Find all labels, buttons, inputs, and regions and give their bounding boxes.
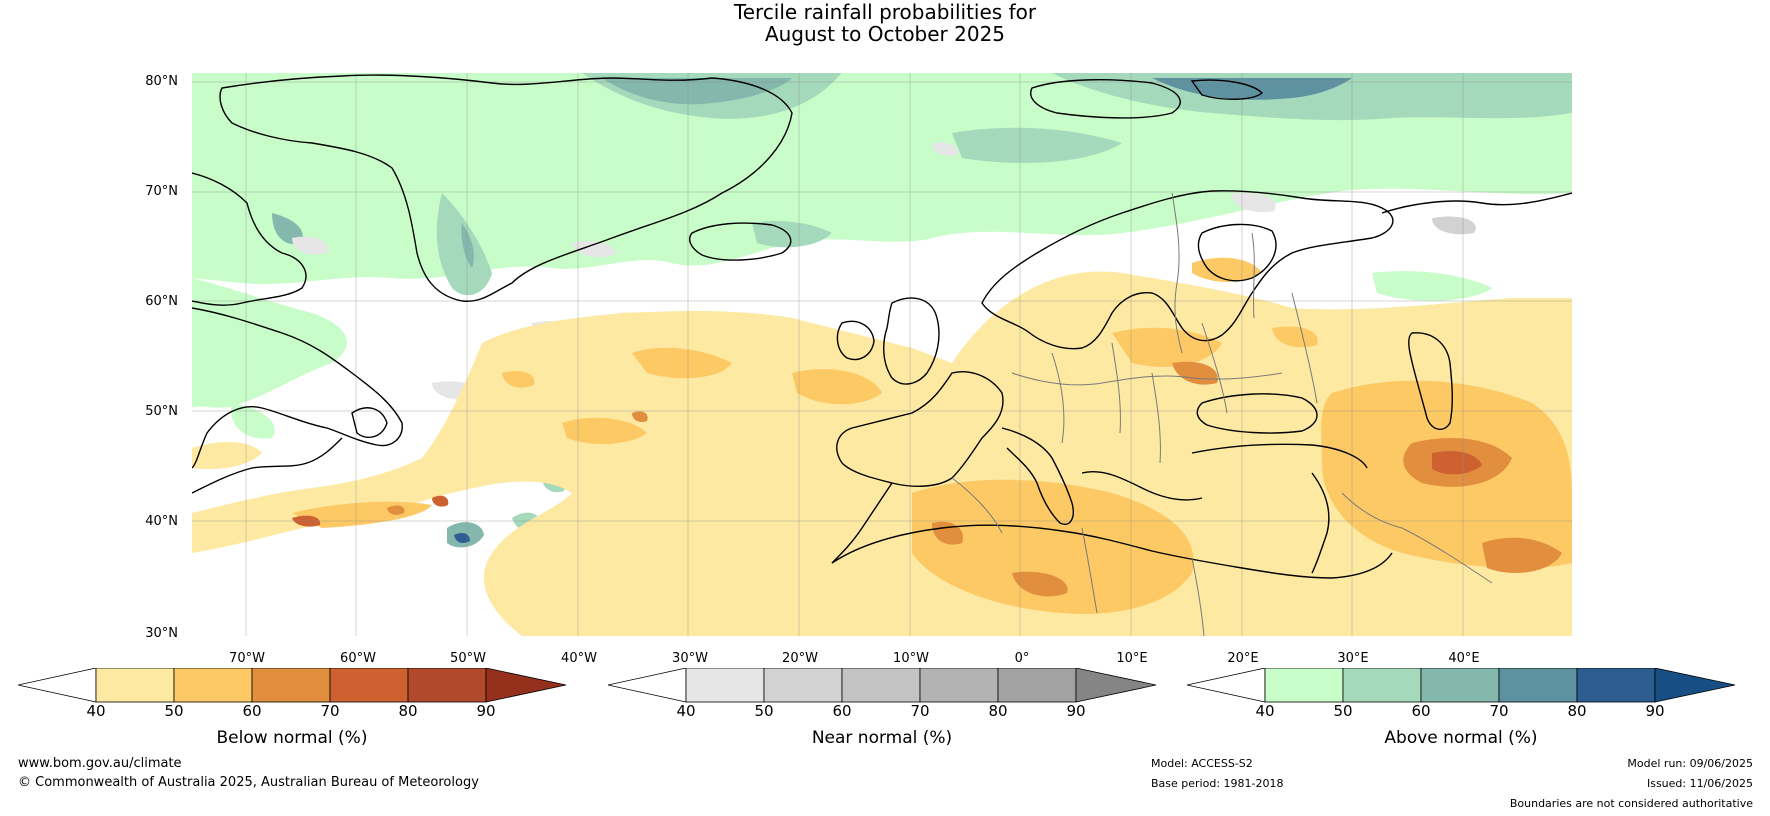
cbar-above-tick-50: 50 (1333, 702, 1353, 720)
cbar-below-title: Below normal (%) (216, 728, 368, 748)
cbar-below-seg-4 (329, 668, 409, 703)
cbar-above-tick-80: 80 (1567, 702, 1587, 720)
cbar-near-seg-1 (685, 668, 765, 703)
lat-label-50n: 50°N (145, 404, 178, 419)
lat-label-60n: 60°N (145, 294, 178, 309)
lon-label-20w: 20°W (782, 651, 818, 666)
lat-label-30n: 30°N (145, 626, 178, 641)
cbar-below-seg-6 (485, 668, 567, 703)
cbar-near-seg-5 (997, 668, 1077, 703)
cbar-near-seg-6 (1075, 668, 1157, 703)
rainfall-probability-map (192, 73, 1572, 636)
cbar-near-seg-3 (841, 668, 921, 703)
map-title-line2: August to October 2025 (764, 22, 1006, 46)
cbar-near-tick-50: 50 (754, 702, 774, 720)
lon-label-10e: 10°E (1116, 651, 1148, 666)
lon-label-0: 0° (1014, 651, 1030, 666)
cbar-below-tick-60: 60 (242, 702, 262, 720)
colorbar-above-normal (1187, 668, 1736, 703)
cbar-above-seg-3 (1420, 668, 1500, 703)
cbar-above-seg-6 (1654, 668, 1736, 703)
lon-label-40e: 40°E (1448, 651, 1480, 666)
map-title-line1: Tercile rainfall probabilities for (733, 0, 1037, 24)
cbar-below-seg-2 (173, 668, 253, 703)
cbar-near-tick-70: 70 (910, 702, 930, 720)
footer-model-run: Model run: 09/06/2025 (1627, 757, 1753, 770)
lon-label-10w: 10°W (893, 651, 929, 666)
cbar-near-title: Near normal (%) (811, 728, 953, 748)
cbar-below-tick-90: 90 (476, 702, 496, 720)
cbar-above-tick-60: 60 (1411, 702, 1431, 720)
cbar-near-seg-2 (763, 668, 843, 703)
cbar-below-seg-3 (251, 668, 331, 703)
cbar-above-title: Above normal (%) (1384, 728, 1538, 748)
cbar-near-tick-40: 40 (676, 702, 696, 720)
cbar-near-seg-0 (608, 668, 687, 703)
cbar-above-tick-70: 70 (1489, 702, 1509, 720)
cbar-below-tick-80: 80 (398, 702, 418, 720)
below-normal-regions (192, 257, 1572, 636)
footer-model: Model: ACCESS-S2 (1151, 757, 1253, 770)
cbar-near-seg-4 (919, 668, 999, 703)
cbar-above-seg-0 (1187, 668, 1266, 703)
cbar-above-tick-90: 90 (1645, 702, 1665, 720)
cbar-above-seg-4 (1498, 668, 1578, 703)
lon-label-30e: 30°E (1337, 651, 1369, 666)
cbar-near-tick-60: 60 (832, 702, 852, 720)
lon-label-50w: 50°W (450, 651, 486, 666)
cbar-near-tick-80: 80 (988, 702, 1008, 720)
footer-base-period: Base period: 1981-2018 (1151, 777, 1284, 790)
cbar-above-tick-40: 40 (1255, 702, 1275, 720)
cbar-above-seg-2 (1342, 668, 1422, 703)
lon-label-30w: 30°W (672, 651, 708, 666)
country-borders (951, 192, 1493, 636)
graticule (192, 73, 1572, 636)
cbar-near-tick-90: 90 (1066, 702, 1086, 720)
lat-label-80n: 80°N (145, 74, 178, 89)
cbar-below-tick-40: 40 (86, 702, 106, 720)
lon-label-20e: 20°E (1227, 651, 1259, 666)
footer-disclaimer: Boundaries are not considered authoritat… (1509, 797, 1753, 810)
lon-label-40w: 40°W (561, 651, 597, 666)
lon-label-60w: 60°W (340, 651, 376, 666)
footer-website-link[interactable]: www.bom.gov.au/climate (18, 756, 182, 771)
coastlines (192, 74, 1572, 579)
cbar-below-seg-0 (18, 668, 97, 703)
lat-label-70n: 70°N (145, 184, 178, 199)
cbar-above-seg-5 (1576, 668, 1656, 703)
cbar-below-seg-1 (95, 668, 175, 703)
lat-label-40n: 40°N (145, 514, 178, 529)
cbar-above-seg-1 (1264, 668, 1344, 703)
cbar-below-tick-50: 50 (164, 702, 184, 720)
footer-copyright: © Commonwealth of Australia 2025, Austra… (18, 775, 479, 790)
cbar-below-tick-70: 70 (320, 702, 340, 720)
cbar-below-seg-5 (407, 668, 487, 703)
colorbar-near-normal (608, 668, 1157, 703)
footer-issued: Issued: 11/06/2025 (1646, 777, 1753, 790)
lon-label-70w: 70°W (229, 651, 265, 666)
colorbar-below-normal (18, 668, 567, 703)
